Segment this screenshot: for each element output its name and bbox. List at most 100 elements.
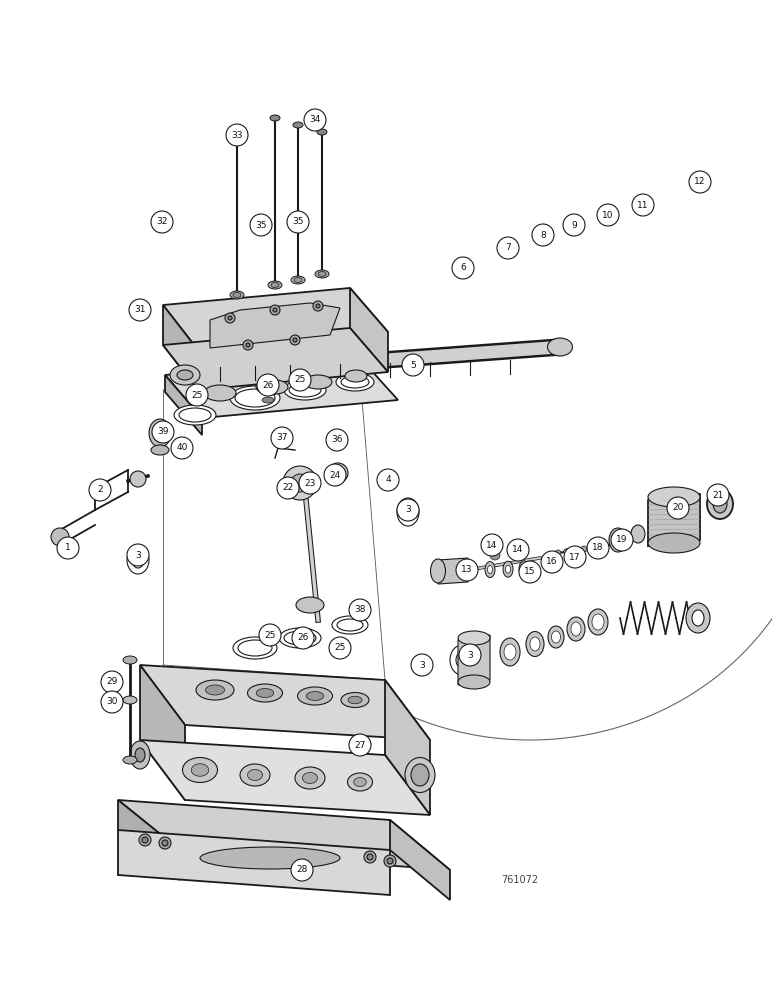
Text: 33: 33: [232, 130, 242, 139]
Text: 32: 32: [156, 218, 168, 227]
Ellipse shape: [431, 559, 445, 583]
Text: 6: 6: [460, 263, 466, 272]
Text: 15: 15: [524, 568, 536, 576]
Circle shape: [459, 644, 481, 666]
Ellipse shape: [240, 764, 270, 786]
Ellipse shape: [592, 614, 604, 630]
Ellipse shape: [332, 616, 368, 634]
Circle shape: [611, 529, 633, 551]
Polygon shape: [390, 820, 450, 900]
Circle shape: [225, 313, 235, 323]
Text: 14: 14: [486, 540, 498, 550]
Ellipse shape: [232, 139, 242, 145]
Circle shape: [270, 305, 280, 315]
Circle shape: [563, 214, 585, 236]
Ellipse shape: [248, 684, 283, 702]
Ellipse shape: [397, 498, 419, 526]
Circle shape: [152, 421, 174, 443]
Circle shape: [581, 546, 587, 552]
Text: 3: 3: [135, 550, 141, 560]
Circle shape: [171, 437, 193, 459]
Circle shape: [101, 691, 123, 713]
Polygon shape: [140, 665, 185, 800]
Ellipse shape: [648, 487, 700, 507]
Ellipse shape: [506, 565, 510, 573]
Circle shape: [298, 635, 308, 645]
Circle shape: [384, 855, 396, 867]
Ellipse shape: [548, 626, 564, 648]
Ellipse shape: [526, 632, 544, 656]
Ellipse shape: [177, 370, 193, 380]
Polygon shape: [118, 800, 180, 880]
Circle shape: [452, 257, 474, 279]
Circle shape: [355, 603, 369, 617]
Circle shape: [328, 463, 348, 483]
Polygon shape: [118, 830, 390, 895]
Ellipse shape: [567, 617, 585, 641]
Text: 10: 10: [602, 211, 614, 220]
Circle shape: [101, 671, 123, 693]
Ellipse shape: [345, 370, 367, 382]
Circle shape: [246, 343, 250, 347]
Ellipse shape: [500, 638, 520, 666]
Text: 37: 37: [276, 434, 288, 442]
Polygon shape: [385, 680, 430, 815]
Ellipse shape: [123, 656, 137, 664]
Circle shape: [304, 109, 326, 131]
Circle shape: [273, 308, 277, 312]
Circle shape: [349, 599, 371, 621]
Circle shape: [564, 549, 570, 555]
Ellipse shape: [289, 383, 321, 397]
Text: 16: 16: [547, 558, 557, 566]
Circle shape: [287, 211, 309, 233]
Ellipse shape: [402, 505, 414, 519]
Circle shape: [387, 858, 393, 864]
Circle shape: [689, 171, 711, 193]
Ellipse shape: [196, 680, 234, 700]
Text: 35: 35: [256, 221, 267, 230]
Text: 39: 39: [157, 428, 169, 436]
Text: 21: 21: [713, 490, 723, 499]
Ellipse shape: [230, 386, 280, 410]
Circle shape: [402, 354, 424, 376]
Circle shape: [291, 859, 313, 881]
Circle shape: [130, 471, 146, 487]
Polygon shape: [438, 558, 468, 584]
Text: 27: 27: [354, 740, 366, 750]
Circle shape: [326, 429, 348, 451]
Ellipse shape: [294, 277, 302, 282]
Circle shape: [367, 854, 373, 860]
Circle shape: [271, 427, 293, 449]
Circle shape: [162, 840, 168, 846]
Text: 2: 2: [97, 486, 103, 494]
Ellipse shape: [530, 637, 540, 651]
Ellipse shape: [713, 495, 727, 513]
Text: 29: 29: [107, 678, 117, 686]
Ellipse shape: [458, 675, 490, 689]
Circle shape: [290, 335, 300, 345]
Ellipse shape: [248, 770, 262, 780]
Ellipse shape: [200, 847, 340, 869]
Circle shape: [519, 561, 541, 583]
Circle shape: [456, 559, 478, 581]
Circle shape: [277, 477, 299, 499]
Text: 25: 25: [264, 631, 276, 640]
Circle shape: [159, 837, 171, 849]
Circle shape: [89, 479, 111, 501]
Ellipse shape: [336, 373, 374, 391]
Ellipse shape: [130, 741, 150, 769]
Ellipse shape: [291, 276, 305, 284]
Ellipse shape: [296, 597, 324, 613]
Circle shape: [259, 624, 281, 646]
Text: 25: 25: [191, 390, 203, 399]
Circle shape: [293, 338, 297, 342]
Circle shape: [257, 374, 279, 396]
Text: 4: 4: [385, 476, 391, 485]
Ellipse shape: [179, 408, 211, 422]
Ellipse shape: [707, 489, 733, 519]
Ellipse shape: [341, 692, 369, 708]
Ellipse shape: [123, 696, 137, 704]
Circle shape: [597, 204, 619, 226]
Text: 17: 17: [569, 552, 581, 562]
Circle shape: [228, 316, 232, 320]
